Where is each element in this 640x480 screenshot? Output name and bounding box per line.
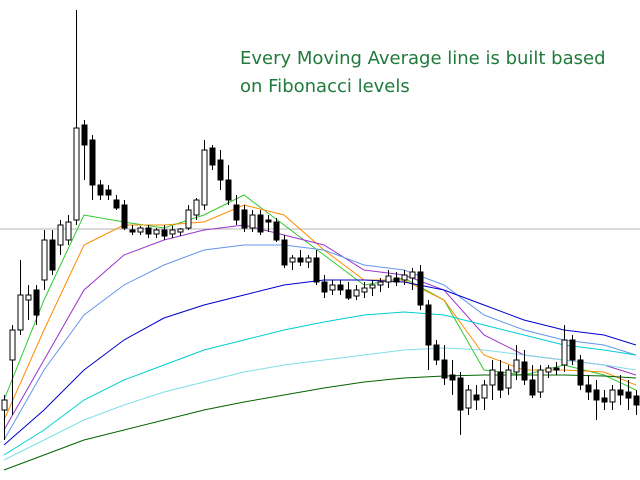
candle-body: [409, 271, 416, 279]
ma-line: [3, 279, 637, 446]
ma-line: [3, 347, 637, 461]
candle-body: [601, 397, 608, 403]
candle-body: [41, 239, 48, 281]
candle-body: [161, 229, 168, 237]
candle-body: [393, 277, 400, 283]
candle-body: [505, 369, 512, 389]
candle-body: [177, 228, 184, 233]
candle-body: [609, 389, 616, 403]
candle-body: [545, 367, 552, 373]
candle-body: [169, 229, 176, 235]
candle-body: [49, 239, 56, 271]
candle-body: [553, 367, 560, 371]
candle-body: [497, 371, 504, 391]
ma-line: [3, 224, 637, 431]
candle-body: [201, 149, 208, 206]
ma-line: [3, 194, 637, 401]
candle-body: [233, 204, 240, 221]
candle-body: [1, 399, 8, 411]
candle-body: [633, 395, 640, 406]
candle-body: [33, 289, 40, 316]
candle-body: [529, 379, 536, 396]
candle-body: [361, 287, 368, 293]
ma-line: [3, 374, 637, 471]
candle-body: [321, 281, 328, 293]
candle-body: [481, 384, 488, 399]
candle-body: [57, 224, 64, 246]
candle-body: [465, 389, 472, 409]
candle-body: [209, 147, 216, 166]
candle-body: [457, 377, 464, 411]
candle-body: [617, 389, 624, 396]
candle-body: [417, 271, 424, 306]
candle-body: [297, 257, 304, 263]
candle-body: [17, 294, 24, 331]
candle-body: [489, 369, 496, 386]
candle-body: [137, 227, 144, 233]
candle-body: [313, 257, 320, 283]
candle-body: [593, 389, 600, 401]
candle-body: [585, 384, 592, 393]
candle-body: [337, 284, 344, 291]
candle-body: [369, 284, 376, 289]
candle-body: [281, 239, 288, 266]
candle-body: [113, 199, 120, 209]
candle-body: [377, 281, 384, 286]
candle-body: [401, 274, 408, 281]
candle-body: [329, 284, 336, 291]
candle-body: [537, 369, 544, 393]
candle-body: [441, 359, 448, 379]
candle-body: [345, 289, 352, 299]
candle-body: [153, 229, 160, 235]
candle-body: [433, 344, 440, 361]
candles: [1, 10, 640, 440]
candle-body: [129, 229, 136, 233]
candle-body: [65, 221, 72, 241]
annotation: Every Moving Average line is built based: [240, 48, 606, 69]
candle-body: [473, 394, 480, 401]
candle-body: [89, 139, 96, 186]
candle-body: [105, 189, 112, 196]
candle-body: [625, 391, 632, 399]
ma-line: [3, 311, 637, 456]
candle-body: [97, 184, 104, 196]
candle-body: [385, 275, 392, 283]
candle-body: [217, 159, 224, 181]
candle-body: [193, 199, 200, 216]
candle-body: [145, 227, 152, 235]
candle-body: [257, 214, 264, 233]
candle-body: [249, 214, 256, 229]
candle-body: [265, 219, 272, 223]
candle-body: [9, 329, 16, 361]
candle-body: [185, 209, 192, 229]
candle-body: [241, 209, 248, 229]
candle-body: [25, 294, 32, 301]
candle-body: [273, 221, 280, 241]
candle-body: [449, 374, 456, 381]
candle-body: [81, 124, 88, 146]
candle-body: [569, 339, 576, 361]
annotation: on Fibonacci levels: [240, 76, 410, 97]
ma-line: [3, 244, 637, 441]
candle-body: [353, 289, 360, 297]
candle-body: [577, 359, 584, 386]
candle-body: [73, 127, 80, 221]
candle-body: [121, 204, 128, 229]
candle-body: [425, 304, 432, 346]
candle-body: [513, 359, 520, 373]
candle-body: [305, 257, 312, 263]
candle-body: [225, 179, 232, 201]
candle-body: [289, 257, 296, 263]
ma-lines: [3, 194, 637, 471]
candle-body: [521, 361, 528, 381]
candle-body: [561, 339, 568, 366]
